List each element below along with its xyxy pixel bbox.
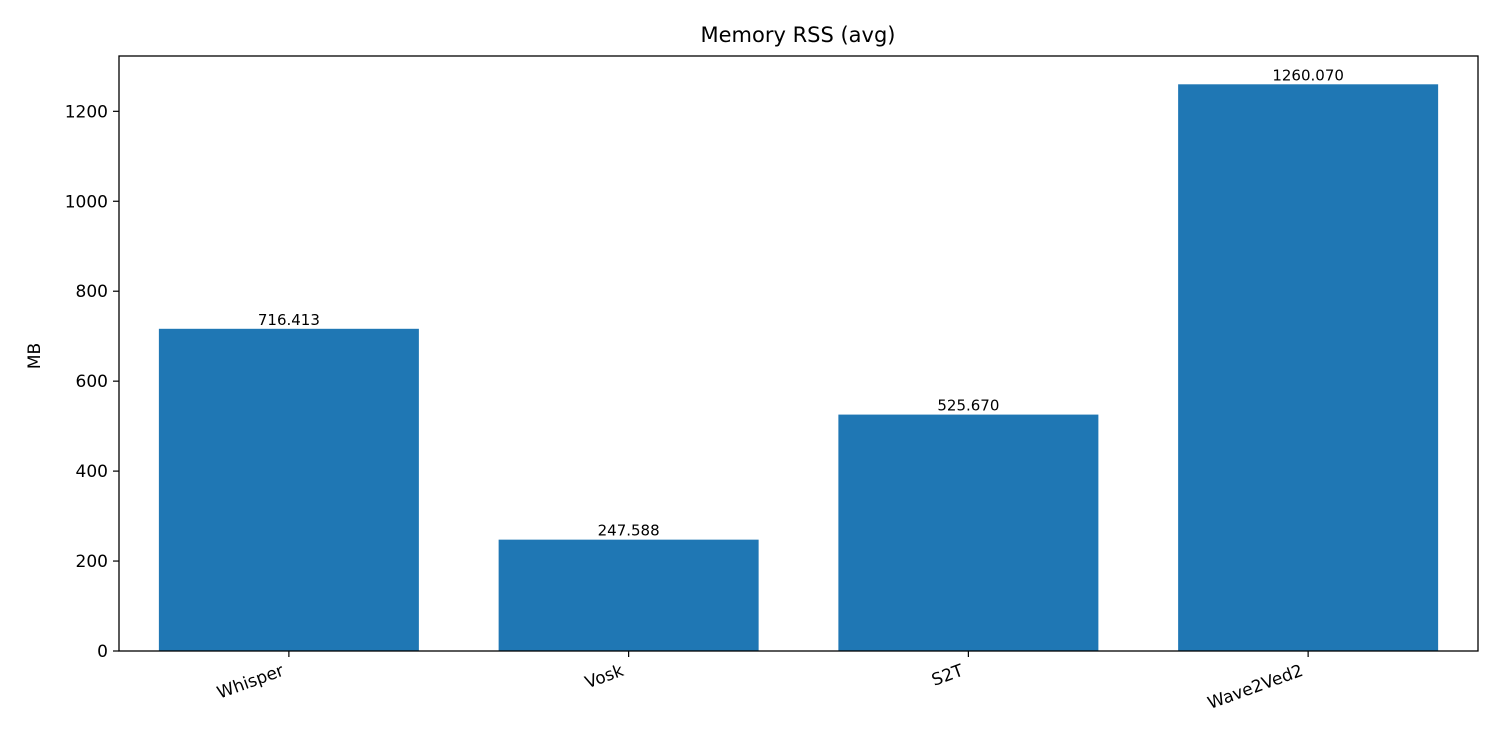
plot-frame: [118, 55, 1479, 652]
y-tick-label: 1000: [65, 192, 108, 212]
y-tick-label: 800: [76, 282, 108, 302]
y-axis: 0 200 400 600 800 1000 1200: [65, 102, 119, 662]
y-tick-label: 600: [76, 372, 108, 392]
bar-whisper: [158, 328, 419, 651]
value-label-wave2ved2: 1260.070: [1272, 66, 1344, 84]
value-label-whisper: 716.413: [258, 311, 320, 329]
value-label-vosk: 247.588: [598, 522, 660, 540]
y-tick-label: 400: [76, 462, 108, 482]
y-tick-label: 0: [97, 642, 108, 662]
chart-title: Memory RSS (avg): [700, 23, 895, 47]
bar-vosk: [498, 539, 759, 651]
y-tick-label: 200: [76, 552, 108, 572]
y-axis-label: MB: [25, 343, 45, 369]
bar-wave2ved2: [1178, 84, 1439, 652]
bars-layer: [158, 84, 1439, 652]
y-tick-label: 1200: [65, 102, 108, 122]
bar-s2t: [838, 414, 1099, 651]
value-labels-layer: 716.413 247.588 525.670 1260.070: [258, 66, 1344, 539]
value-label-s2t: 525.670: [937, 397, 999, 415]
